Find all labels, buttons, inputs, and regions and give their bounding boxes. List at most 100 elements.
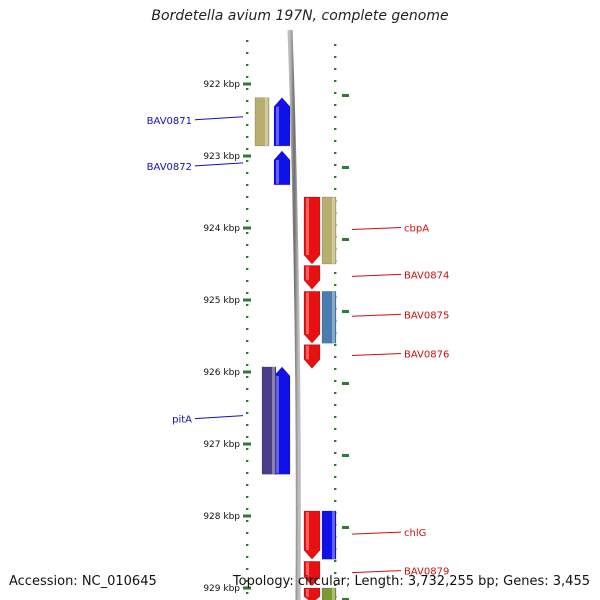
cog-block [254,97,270,147]
scale-label: 929 kbp [203,584,240,594]
scale-dot [334,356,337,358]
cog-block-highlight [332,291,335,344]
scale-dot [334,572,337,574]
gene-arrow [273,150,291,186]
scale-tick [342,526,349,529]
scale-dot [246,196,249,198]
scale-dot [334,128,337,130]
scale-dot [246,232,249,234]
scale-dot [334,188,337,190]
scale-dot [334,488,337,490]
scale-dot [334,560,337,562]
scale-dot [334,440,337,442]
scale-dot [246,436,249,438]
scale-tick [342,310,349,313]
scale-label: 926 kbp [203,368,240,378]
scale-dot [246,244,249,246]
scale-dot [334,392,337,394]
gene-label: pitA [172,415,192,426]
scale-dot [246,100,249,102]
gene-arrow-highlight [276,375,279,474]
scale-dot [246,532,249,534]
scale-dot [246,580,249,582]
gene-arrow [303,510,321,560]
gene-label-leader [351,570,402,574]
gene-arrow-highlight [306,345,309,360]
scale-dot [246,376,249,378]
gene-arrow [273,97,291,147]
scale-dot [334,284,337,286]
scale-dot [246,256,249,258]
gene-arrow [303,291,321,344]
scale-tick [243,442,251,446]
scale-tick [342,598,349,600]
scale-dot [246,160,249,162]
gene-arrow-highlight [306,511,309,551]
scale-dot [246,412,249,414]
scale-label: 928 kbp [203,512,240,522]
scale-dot [334,380,337,382]
scale-dot [246,400,249,402]
scale-dot [334,68,337,70]
scale-dot [246,424,249,426]
scale-dot [334,92,337,94]
map-title: Bordetella avium 197N, complete genome [151,8,449,24]
gene-label: BAV0871 [147,116,192,127]
scale-label: 927 kbp [203,440,240,450]
gene-label: cbpA [404,224,429,235]
scale-dot [246,64,249,66]
scale-dot [334,476,337,478]
scale-dot [246,40,249,42]
gene-label-leader [194,415,244,420]
scale-dot [334,404,337,406]
scale-dot [246,448,249,450]
scale-tick [243,514,251,518]
scale-dot [246,148,249,150]
scale-dot [334,44,337,46]
scale-dot [246,268,249,270]
scale-dot [246,292,249,294]
scale-dot [246,52,249,54]
scale-dot [246,484,249,486]
cog-block-highlight [332,197,335,264]
scale-tick [243,154,251,158]
gene-label-leader [351,273,402,277]
scale-label: 924 kbp [203,224,240,234]
scale-dot [334,152,337,154]
scale-dot [246,208,249,210]
scale-dot [334,368,337,370]
cog-block-highlight [265,97,268,146]
gene-label-leader [351,227,402,231]
scale-dot [246,496,249,498]
scale-dot [246,316,249,318]
cog-block [321,587,337,600]
gene-arrow-highlight [306,292,309,335]
genome-backbone [287,29,301,600]
scale-label: 925 kbp [203,296,240,306]
gene-label: BAV0876 [404,350,449,361]
gene-label-leader [351,313,402,317]
cog-block [321,510,337,560]
scale-dot [334,452,337,454]
scale-dot [246,340,249,342]
scale-dot [246,136,249,138]
scale-dot [246,388,249,390]
gene-label: BAV0874 [404,270,449,281]
gene-arrow-highlight [306,589,309,597]
scale-dot [334,500,337,502]
accession-label: Accession: NC_010645 [9,574,157,589]
scale-dot [246,304,249,306]
scale-dot [334,116,337,118]
gene-label-leader [351,531,402,535]
gene-arrow-highlight [306,198,309,255]
cog-block [261,366,277,475]
scale-dot [246,88,249,90]
cog-block-highlight [332,510,335,560]
scale-tick [243,370,251,374]
scale-tick [342,94,349,97]
gene-arrow-highlight [306,266,309,281]
scale-dot [246,124,249,126]
scale-label: 923 kbp [203,152,240,162]
scale-dot [334,164,337,166]
